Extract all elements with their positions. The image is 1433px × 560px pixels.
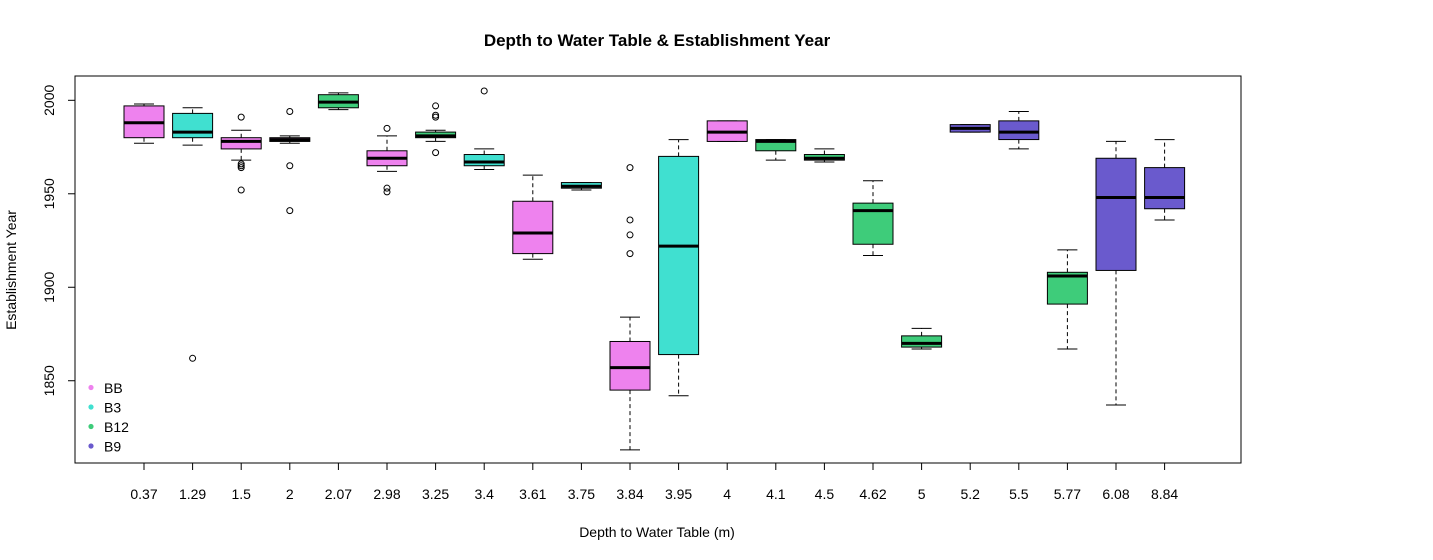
box-17	[949, 124, 991, 133]
legend-swatch	[88, 384, 94, 391]
box-2	[220, 113, 262, 194]
box-15	[852, 180, 894, 256]
outlier-point	[626, 216, 634, 224]
box-16	[901, 327, 943, 350]
x-tick-label: 2.98	[373, 486, 400, 502]
box-19	[1046, 249, 1088, 350]
x-axis: 0.37 1.29 1.5 2 2.07 2.98 3.25 3.4 3.61 3.75 3.84 3…	[130, 462, 1178, 502]
outlier-point	[237, 186, 245, 194]
outlier-point	[237, 162, 245, 170]
outlier-point	[189, 354, 197, 362]
box-iqr	[1046, 271, 1088, 305]
x-tick-label: 5.5	[1009, 486, 1029, 502]
box-21	[1144, 139, 1186, 221]
box-iqr	[609, 340, 651, 391]
box-4	[317, 92, 359, 111]
outlier-point	[383, 188, 391, 196]
x-tick-label: 4	[723, 486, 731, 502]
y-tick-label: 1950	[41, 178, 57, 209]
box-0	[123, 103, 165, 144]
box-iqr	[1095, 157, 1137, 271]
outlier-point	[432, 111, 440, 119]
outlier-point	[237, 160, 245, 168]
legend-swatch	[88, 443, 94, 449]
box-iqr	[220, 137, 262, 150]
box-5	[366, 124, 408, 196]
outlier-point	[432, 113, 440, 121]
outlier-point	[432, 149, 440, 157]
outlier-point	[237, 164, 245, 172]
outlier-point	[237, 113, 245, 121]
legend: BB B3 B12 B9	[88, 380, 129, 455]
x-tick-label: 2.07	[325, 486, 352, 502]
x-axis-label: Depth to Water Table (m)	[579, 524, 735, 540]
outlier-point	[286, 207, 294, 215]
chart-title: Depth to Water Table & Establishment Yea…	[484, 31, 831, 50]
plot-frame	[74, 75, 1242, 464]
x-tick-label: 5.2	[960, 486, 980, 502]
outlier-point	[286, 162, 294, 170]
legend-label: B3	[104, 400, 121, 416]
box-3	[269, 108, 311, 215]
box-iqr	[998, 120, 1040, 141]
outlier-point	[286, 108, 294, 116]
box-18	[998, 111, 1040, 150]
outlier-point	[432, 102, 440, 110]
x-tick-label: 4.62	[859, 486, 886, 502]
y-tick-label: 2000	[41, 85, 57, 116]
box-6	[415, 102, 457, 157]
outlier-point	[626, 250, 634, 258]
box-12	[706, 120, 748, 142]
x-tick-label: 4.5	[815, 486, 835, 502]
box-iqr	[1144, 167, 1186, 210]
x-tick-label: 3.84	[616, 486, 643, 502]
y-axis-label: Establishment Year	[3, 210, 19, 330]
x-tick-label: 4.1	[766, 486, 786, 502]
box-13	[755, 139, 797, 161]
box-8	[512, 174, 554, 260]
outlier-point	[626, 231, 634, 239]
x-tick-label: 0.37	[130, 486, 157, 502]
box-11	[658, 139, 700, 397]
x-tick-label: 8.84	[1151, 486, 1178, 502]
x-tick-label: 5	[918, 486, 926, 502]
box-iqr	[755, 139, 797, 152]
x-tick-label: 3.75	[568, 486, 595, 502]
box-iqr	[512, 200, 554, 255]
x-tick-label: 2	[286, 486, 294, 502]
outlier-point	[480, 87, 488, 95]
x-tick-label: 3.61	[519, 486, 546, 502]
legend-label: B9	[104, 439, 121, 455]
box-20	[1095, 140, 1137, 406]
legend-swatch	[88, 423, 94, 430]
legend-label: B12	[104, 419, 129, 435]
legend-label: BB	[104, 380, 123, 396]
x-tick-label: 5.77	[1054, 486, 1081, 502]
y-axis: 1850 1900 1950 2000	[41, 85, 76, 396]
x-tick-label: 3.95	[665, 486, 692, 502]
box-iqr	[901, 335, 943, 348]
outlier-point	[383, 124, 391, 132]
x-tick-label: 3.25	[422, 486, 449, 502]
box-14	[803, 148, 845, 163]
y-tick-label: 1850	[41, 365, 57, 396]
box-9	[560, 182, 602, 191]
y-tick-label: 1900	[41, 271, 57, 302]
box-iqr	[172, 112, 214, 139]
x-tick-label: 3.4	[474, 486, 494, 502]
outlier-point	[626, 164, 634, 172]
box-iqr	[463, 154, 505, 167]
box-1	[172, 107, 214, 362]
x-tick-label: 1.5	[231, 486, 251, 502]
x-tick-label: 1.29	[179, 486, 206, 502]
box-iqr	[658, 155, 700, 356]
outlier-point	[383, 184, 391, 192]
x-tick-label: 6.08	[1102, 486, 1129, 502]
box-10	[609, 164, 651, 451]
legend-swatch	[88, 404, 94, 410]
box-7	[463, 87, 505, 170]
